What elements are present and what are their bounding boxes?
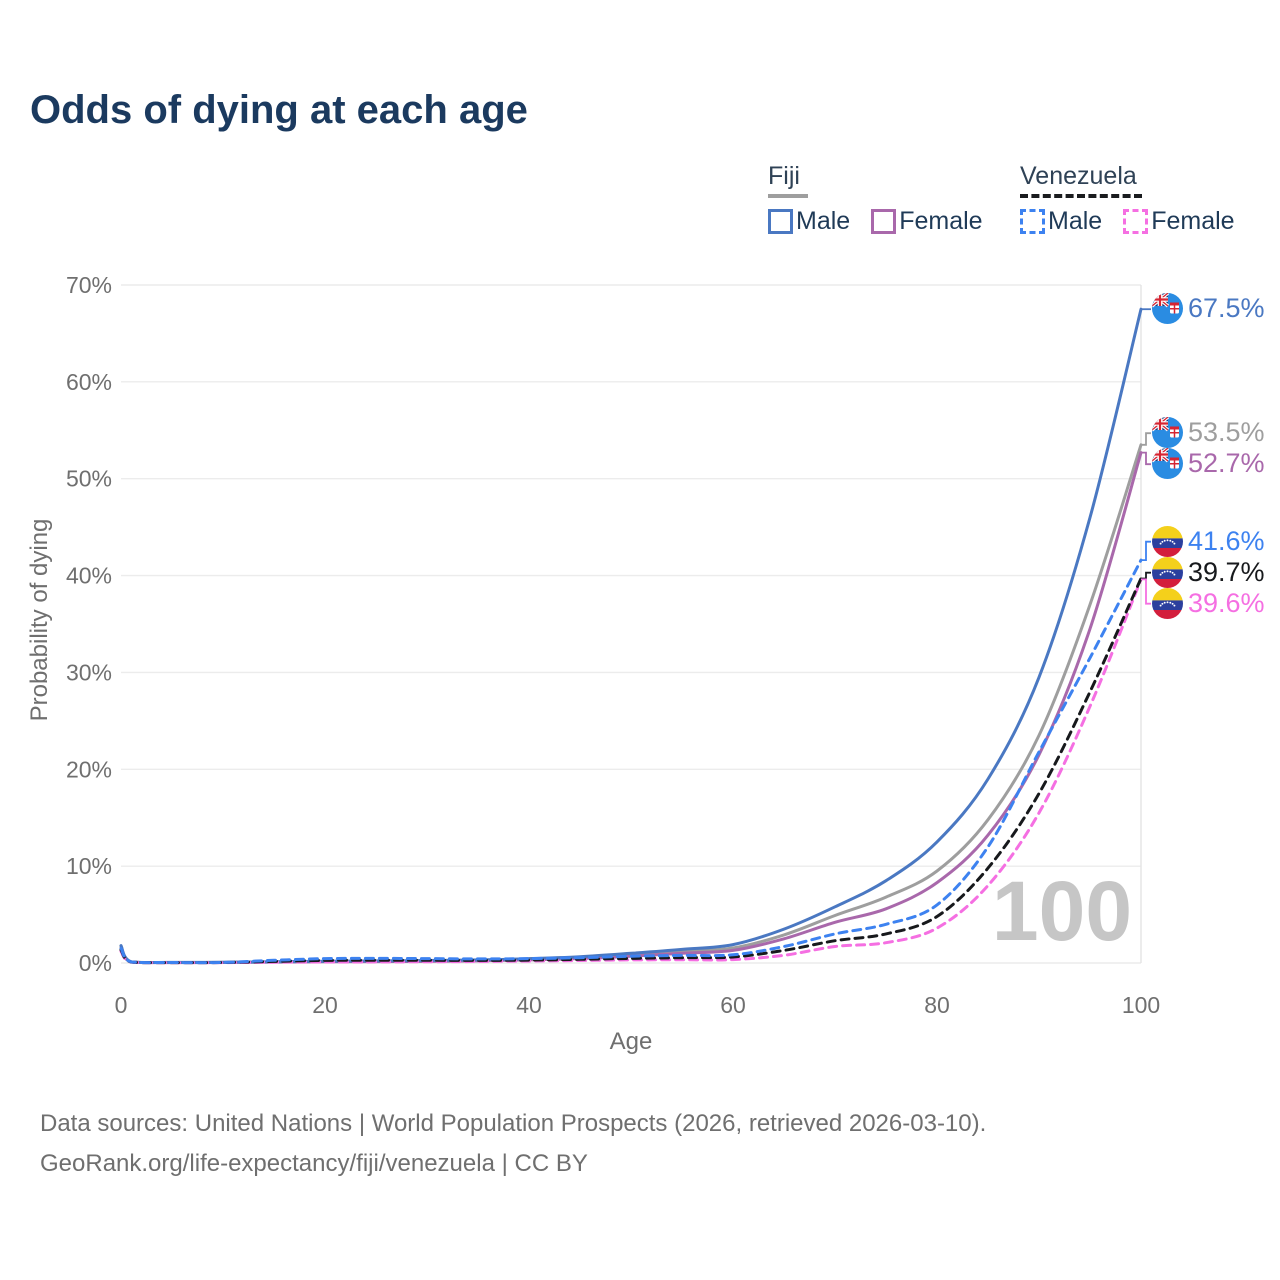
y-tick-label: 0% xyxy=(79,950,112,976)
x-axis-title: Age xyxy=(610,1028,653,1055)
end-label-venezuela-both: 39.7% xyxy=(1152,556,1265,588)
end-label-fiji-female: 52.7% xyxy=(1152,448,1265,480)
series-line-fiji-male xyxy=(119,307,1143,965)
y-tick-label: 60% xyxy=(66,369,112,395)
x-tick-label: 40 xyxy=(516,992,542,1018)
end-label-leader-line xyxy=(1141,451,1151,466)
legend-item-venezuela-female[interactable]: Female xyxy=(1123,207,1235,236)
venezuela-female-swatch xyxy=(1123,209,1149,234)
end-label-value: 67.5% xyxy=(1188,293,1265,324)
venezuela-flag-icon xyxy=(1152,587,1183,619)
venezuela-flag-icon xyxy=(1152,525,1183,557)
legend-item-fiji-male[interactable]: Male xyxy=(768,207,850,236)
end-label-value: 52.7% xyxy=(1188,448,1265,479)
venezuela-male-swatch xyxy=(1020,209,1045,234)
hover-age-watermark: 100 xyxy=(992,864,1132,958)
end-label-fiji-both: 53.5% xyxy=(1152,417,1265,449)
legend-item-fiji-female[interactable]: Female xyxy=(871,207,983,236)
x-tick-label: 60 xyxy=(720,992,746,1018)
venezuela-flag-icon xyxy=(1152,556,1183,588)
end-label-value: 53.5% xyxy=(1188,417,1265,448)
solid-line-style-swatch xyxy=(768,194,808,198)
y-tick-label: 50% xyxy=(66,466,112,492)
end-label-value: 41.6% xyxy=(1188,525,1265,556)
y-tick-label: 40% xyxy=(66,563,112,589)
data-sources-line: Data sources: United Nations | World Pop… xyxy=(40,1110,987,1137)
y-tick-label: 20% xyxy=(66,756,112,782)
footer: Data sources: United Nations | World Pop… xyxy=(40,1104,986,1184)
end-label-value: 39.7% xyxy=(1188,556,1265,587)
end-label-leader-line xyxy=(1141,571,1151,580)
fiji-male-swatch xyxy=(768,209,793,234)
fiji-flag-icon xyxy=(1152,417,1183,449)
y-axis-title: Probability of dying xyxy=(26,519,53,722)
legend-item-label: Female xyxy=(1151,207,1235,235)
series-line-venezuela-male xyxy=(119,558,1143,965)
legend-country-label: Venezuela xyxy=(1020,162,1137,190)
end-label-leader-line xyxy=(1141,432,1151,446)
y-tick-label: 10% xyxy=(66,853,112,879)
legend-item-label: Female xyxy=(899,207,983,235)
x-tick-label: 0 xyxy=(115,992,128,1018)
dashed-line-style-swatch xyxy=(1020,194,1142,198)
y-tick-label: 30% xyxy=(66,659,112,685)
x-tick-label: 20 xyxy=(312,992,338,1018)
legend-group-fiji: Fiji Male Female xyxy=(768,162,983,236)
end-label-venezuela-female: 39.6% xyxy=(1152,587,1265,619)
chart-title: Odds of dying at each age xyxy=(30,88,528,132)
fiji-flag-icon xyxy=(1152,293,1183,325)
series-line-venezuela-both xyxy=(119,577,1143,965)
y-tick-label: 70% xyxy=(66,272,112,298)
x-tick-label: 80 xyxy=(924,992,950,1018)
x-tick-label: 100 xyxy=(1122,992,1160,1018)
end-label-fiji-male: 67.5% xyxy=(1152,293,1265,325)
legend-item-label: Male xyxy=(796,207,851,235)
legend-group-venezuela: Venezuela Male Female xyxy=(1020,162,1235,236)
fiji-female-swatch xyxy=(871,209,897,234)
fiji-flag-icon xyxy=(1152,448,1183,480)
legend-country-label: Fiji xyxy=(768,162,800,190)
legend-item-venezuela-male[interactable]: Male xyxy=(1020,207,1102,236)
end-label-leader-line xyxy=(1141,578,1151,605)
legend-item-label: Male xyxy=(1048,207,1103,235)
attribution-line: GeoRank.org/life-expectancy/fiji/venezue… xyxy=(40,1150,588,1177)
end-label-venezuela-male: 41.6% xyxy=(1152,525,1265,557)
end-label-value: 39.6% xyxy=(1188,587,1265,618)
end-label-leader-line xyxy=(1141,540,1151,561)
series-line-venezuela-female xyxy=(119,577,1143,965)
series-line-fiji-both xyxy=(119,443,1143,965)
